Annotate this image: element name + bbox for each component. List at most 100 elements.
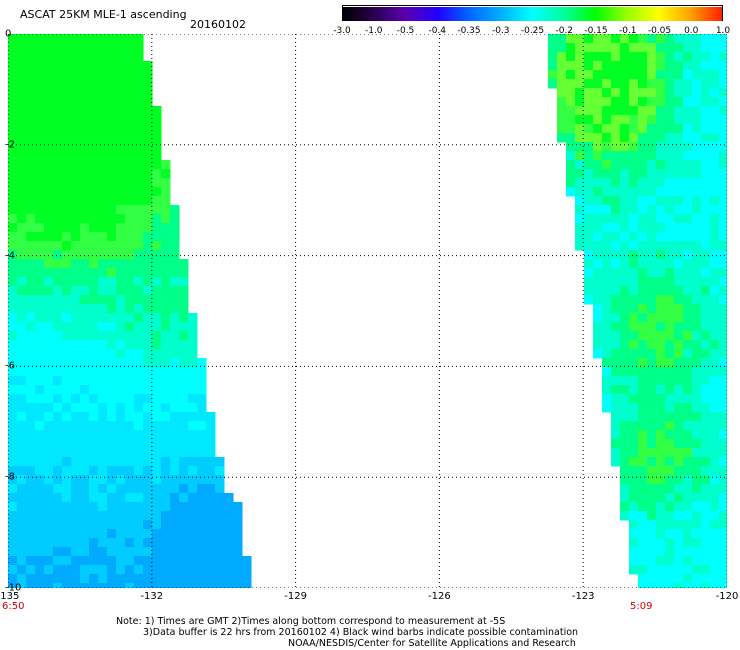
data-cell [161, 259, 171, 269]
data-cell [638, 241, 648, 251]
data-cell [125, 565, 135, 575]
data-cell [116, 52, 126, 62]
data-cell [107, 502, 117, 512]
data-cell [620, 484, 630, 494]
data-cell [611, 43, 621, 53]
data-cell [17, 34, 27, 44]
data-cell [224, 574, 234, 584]
data-cell [53, 124, 63, 134]
data-cell [143, 232, 153, 242]
data-cell [611, 34, 621, 44]
data-cell [53, 205, 63, 215]
data-cell [656, 412, 666, 422]
data-cell [116, 97, 126, 107]
data-cell [17, 106, 27, 116]
data-cell [8, 160, 18, 170]
data-cell [44, 475, 54, 485]
data-cell [215, 511, 225, 521]
data-cell [602, 322, 612, 332]
data-cell [161, 250, 171, 260]
data-cell [638, 367, 648, 377]
data-cell [683, 187, 693, 197]
data-cell [611, 178, 621, 188]
color-scale-label: -0.15 [584, 26, 608, 36]
data-cell [674, 412, 684, 422]
data-cell [107, 448, 117, 458]
data-cell [692, 421, 702, 431]
data-cell [197, 583, 207, 593]
data-cell [179, 556, 189, 566]
data-cell [116, 367, 126, 377]
data-cell [629, 259, 639, 269]
data-cell [80, 529, 90, 539]
data-cell [17, 322, 27, 332]
data-cell [647, 178, 657, 188]
data-cell [89, 52, 99, 62]
data-cell [665, 484, 675, 494]
data-cell [665, 295, 675, 305]
data-cell [701, 223, 711, 233]
data-cell [197, 565, 207, 575]
data-cell [647, 331, 657, 341]
longitude-label: -126 [428, 591, 451, 602]
data-cell [602, 295, 612, 305]
data-cell [620, 52, 630, 62]
data-cell [143, 349, 153, 359]
data-cell [629, 313, 639, 323]
data-cell [26, 421, 36, 431]
data-cell [116, 421, 126, 431]
data-cell [188, 403, 198, 413]
data-cell [665, 439, 675, 449]
data-cell [98, 268, 108, 278]
data-cell [197, 475, 207, 485]
data-cell [683, 250, 693, 260]
data-cell [161, 457, 171, 467]
data-cell [35, 583, 45, 593]
data-cell [719, 412, 729, 422]
data-cell [215, 556, 225, 566]
data-cell [116, 160, 126, 170]
data-cell [134, 466, 144, 476]
data-cell [647, 538, 657, 548]
data-cell [647, 421, 657, 431]
data-cell [134, 502, 144, 512]
data-cell [161, 196, 171, 206]
data-cell [602, 214, 612, 224]
data-cell [71, 97, 81, 107]
data-cell [62, 214, 72, 224]
data-cell [548, 34, 558, 44]
data-cell [62, 286, 72, 296]
data-cell [143, 466, 153, 476]
data-cell [611, 241, 621, 251]
data-cell [602, 169, 612, 179]
data-cell [188, 502, 198, 512]
data-cell [620, 394, 630, 404]
data-cell [665, 457, 675, 467]
longitude-label: -129 [284, 591, 307, 602]
data-cell [62, 439, 72, 449]
data-cell [701, 88, 711, 98]
data-cell [98, 313, 108, 323]
data-cell [107, 160, 117, 170]
data-cell [620, 205, 630, 215]
longitude-label: -132 [140, 591, 164, 602]
data-cell [53, 493, 63, 503]
data-cell [593, 124, 603, 134]
data-cell [629, 421, 639, 431]
data-cell [719, 547, 729, 557]
data-cell [152, 349, 162, 359]
data-cell [89, 241, 99, 251]
data-cell [35, 79, 45, 89]
data-cell [701, 43, 711, 53]
data-cell [26, 133, 36, 143]
data-cell [107, 466, 117, 476]
data-cell [44, 304, 54, 314]
data-cell [62, 574, 72, 584]
data-cell [17, 385, 27, 395]
data-cell [134, 349, 144, 359]
map-plot [7, 33, 729, 593]
data-cell [719, 565, 729, 575]
data-cell [620, 133, 630, 143]
data-cell [647, 394, 657, 404]
data-cell [611, 169, 621, 179]
